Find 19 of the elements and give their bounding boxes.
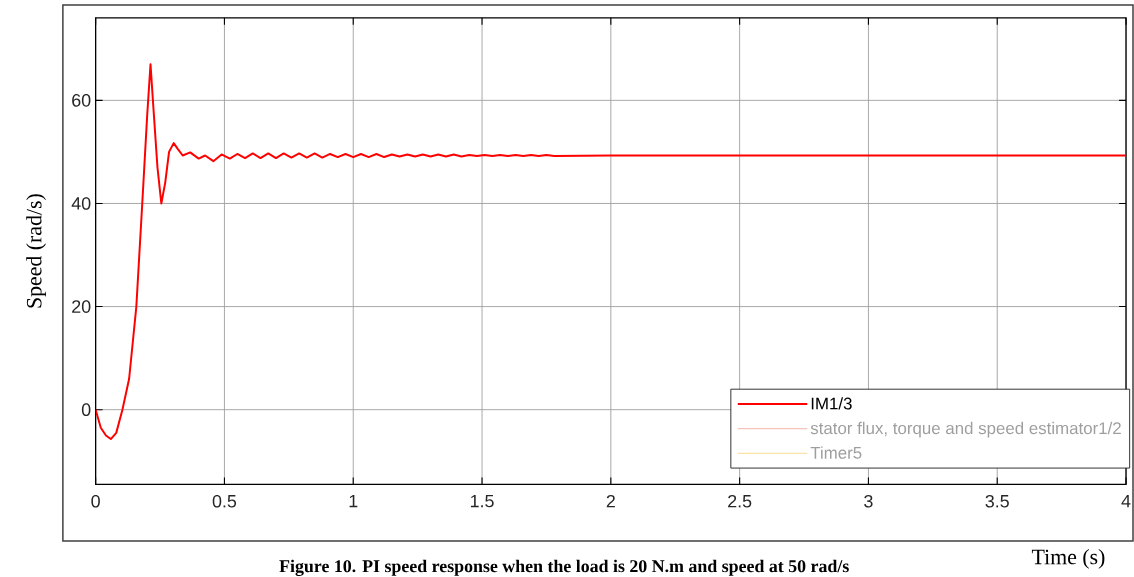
x-tick-label: 1.5 [470,495,494,508]
y-tick-label: 40 [71,197,91,210]
x-tick-label: 1 [349,495,358,508]
x-tick-label: 3.5 [985,495,1009,508]
x-tick-label: 4 [1121,495,1131,508]
y-tick-label: 0 [81,403,91,417]
caption: Figure 10. PI speed response when the load is 20 N.m and speed at 50 rad/s [279,559,849,577]
x-tick-label: 0.5 [212,495,237,508]
legend-label: stator flux, torque and speed estimator1/2 [810,421,1121,438]
y-axis-title: Speed (rad/s) [26,194,46,308]
x-axis-title: Time (s) [1031,549,1105,569]
legend-label: IM1/3 [811,397,852,410]
x-tick-label: 2 [606,495,615,508]
x-tick-label: 3 [864,495,873,508]
y-tick-label: 60 [72,94,91,107]
y-tick-label: 20 [72,300,91,314]
x-tick-label: 0 [91,495,100,508]
legend-label: Timer5 [810,446,862,459]
x-tick-label: 2.5 [728,495,752,508]
